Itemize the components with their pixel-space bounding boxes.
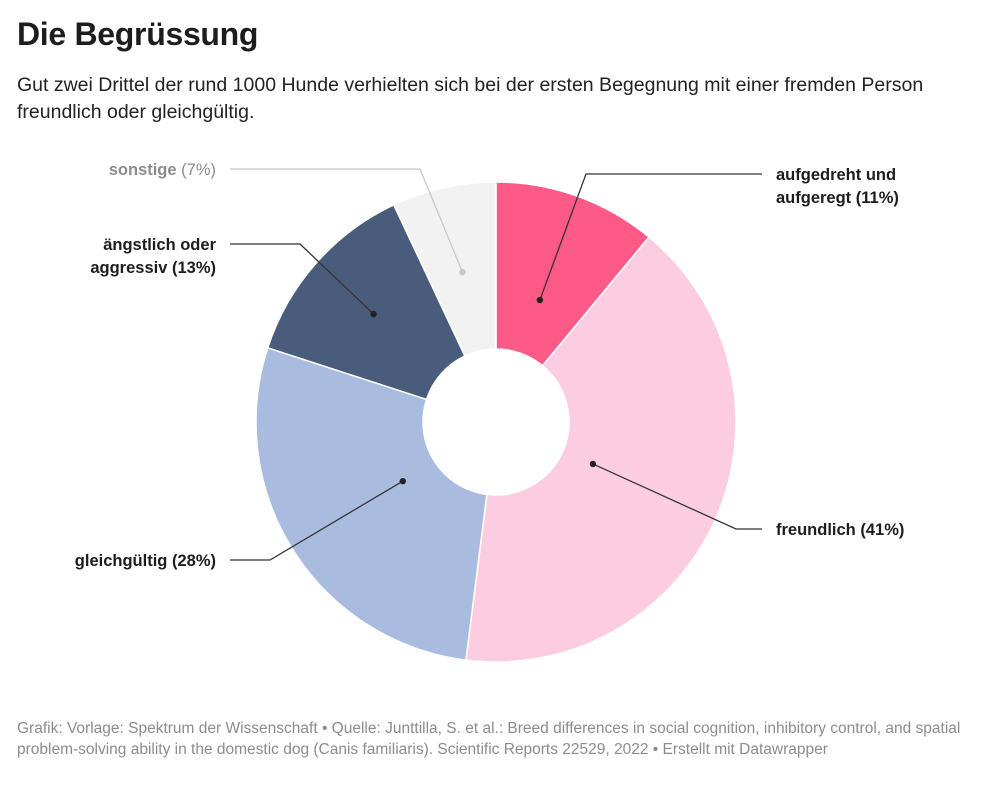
slice-percent-aufgedreht-und-aufgeregt: (11%): [851, 189, 899, 207]
slice-freundlich: [465, 236, 737, 663]
leader-line-aufgedreht-und-aufgeregt: [539, 173, 762, 301]
leader-dot-gleichgultig: [399, 477, 406, 485]
slice-label-gleichgultig: gleichgültig (28%): [75, 552, 216, 570]
slice-percent-gleichgultig: (28%): [167, 552, 216, 570]
leader-dot-freundlich: [589, 460, 597, 468]
slice-gleichgultig: [255, 346, 488, 661]
slice-angstlich-oder-aggressiv: [266, 203, 466, 401]
slice-percent-angstlich-oder-aggressiv: (13%): [167, 259, 216, 277]
leader-dot-angstlich-oder-aggressiv: [370, 310, 377, 318]
slice-percent-sonstige: (7%): [177, 161, 216, 179]
leader-line-gleichgultig: [230, 480, 404, 561]
slice-group: [255, 181, 737, 663]
leader-line-freundlich: [592, 463, 762, 530]
chart-subtitle: Gut zwei Drittel der rund 1000 Hunde ver…: [17, 74, 924, 123]
slice-label-sonstige: sonstige (7%): [109, 161, 216, 179]
leader-dot-sonstige: [459, 268, 466, 276]
slice-label-group: aufgedreht und aufgeregt (11%) freundlich …: [75, 161, 905, 570]
slice-percent-freundlich: (41%): [856, 521, 905, 539]
leader-dot-aufgedreht-und-aufgeregt: [536, 296, 544, 304]
slice-label-freundlich: freundlich (41%): [776, 521, 904, 539]
slice-label-aufgedreht-und-aufgeregt: aufgedreht und aufgeregt (11%): [776, 166, 899, 207]
leader-line-angstlich-oder-aggressiv: [230, 243, 375, 315]
chart-title: Die Begrüssung: [17, 16, 259, 52]
leader-line-sonstige: [230, 168, 464, 273]
slice-label-angstlich-oder-aggressiv: ängstlich oder aggressiv (13%): [90, 236, 216, 277]
leader-line-group: [230, 168, 762, 561]
slice-aufgedreht-und-aufgeregt: [495, 181, 651, 367]
slice-sonstige: [392, 181, 497, 357]
source-note: Grafik: Vorlage: Spektrum der Wissenscha…: [17, 720, 961, 758]
